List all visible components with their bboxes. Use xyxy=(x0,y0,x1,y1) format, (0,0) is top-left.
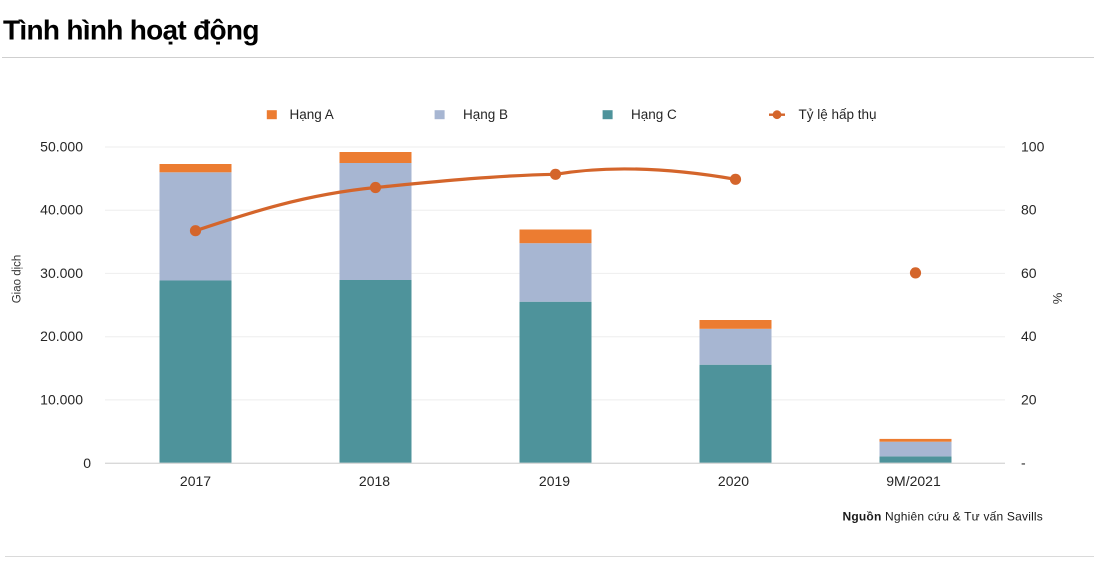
svg-text:20.000: 20.000 xyxy=(40,328,83,344)
svg-text:Tình hình hoạt động: Tình hình hoạt động xyxy=(3,15,259,46)
svg-text:50.000: 50.000 xyxy=(40,139,83,155)
svg-text:Tỷ lệ hấp thụ: Tỷ lệ hấp thụ xyxy=(799,107,877,122)
svg-text:10.000: 10.000 xyxy=(40,391,83,407)
svg-text:0: 0 xyxy=(83,455,91,471)
svg-text:Hạng A: Hạng A xyxy=(290,107,334,122)
svg-text:60: 60 xyxy=(1021,265,1037,281)
svg-text:%: % xyxy=(1050,292,1065,304)
svg-text:-: - xyxy=(1021,455,1026,471)
svg-text:40.000: 40.000 xyxy=(40,202,83,218)
svg-text:Giao dịch: Giao dịch xyxy=(12,255,24,304)
svg-text:Nguồn Nghiên cứu & Tư vấn Savi: Nguồn Nghiên cứu & Tư vấn Savills xyxy=(842,510,1043,524)
svg-text:40: 40 xyxy=(1021,328,1037,344)
svg-text:80: 80 xyxy=(1021,202,1037,218)
svg-text:Hạng B: Hạng B xyxy=(463,107,508,122)
svg-text:2019: 2019 xyxy=(539,473,570,489)
svg-text:2017: 2017 xyxy=(180,473,211,489)
svg-text:2018: 2018 xyxy=(359,473,390,489)
svg-text:20: 20 xyxy=(1021,391,1037,407)
svg-text:100: 100 xyxy=(1021,139,1045,155)
svg-text:2020: 2020 xyxy=(718,473,749,489)
svg-text:Hạng C: Hạng C xyxy=(631,107,677,122)
svg-text:9M/2021: 9M/2021 xyxy=(886,473,941,489)
svg-text:30.000: 30.000 xyxy=(40,265,83,281)
